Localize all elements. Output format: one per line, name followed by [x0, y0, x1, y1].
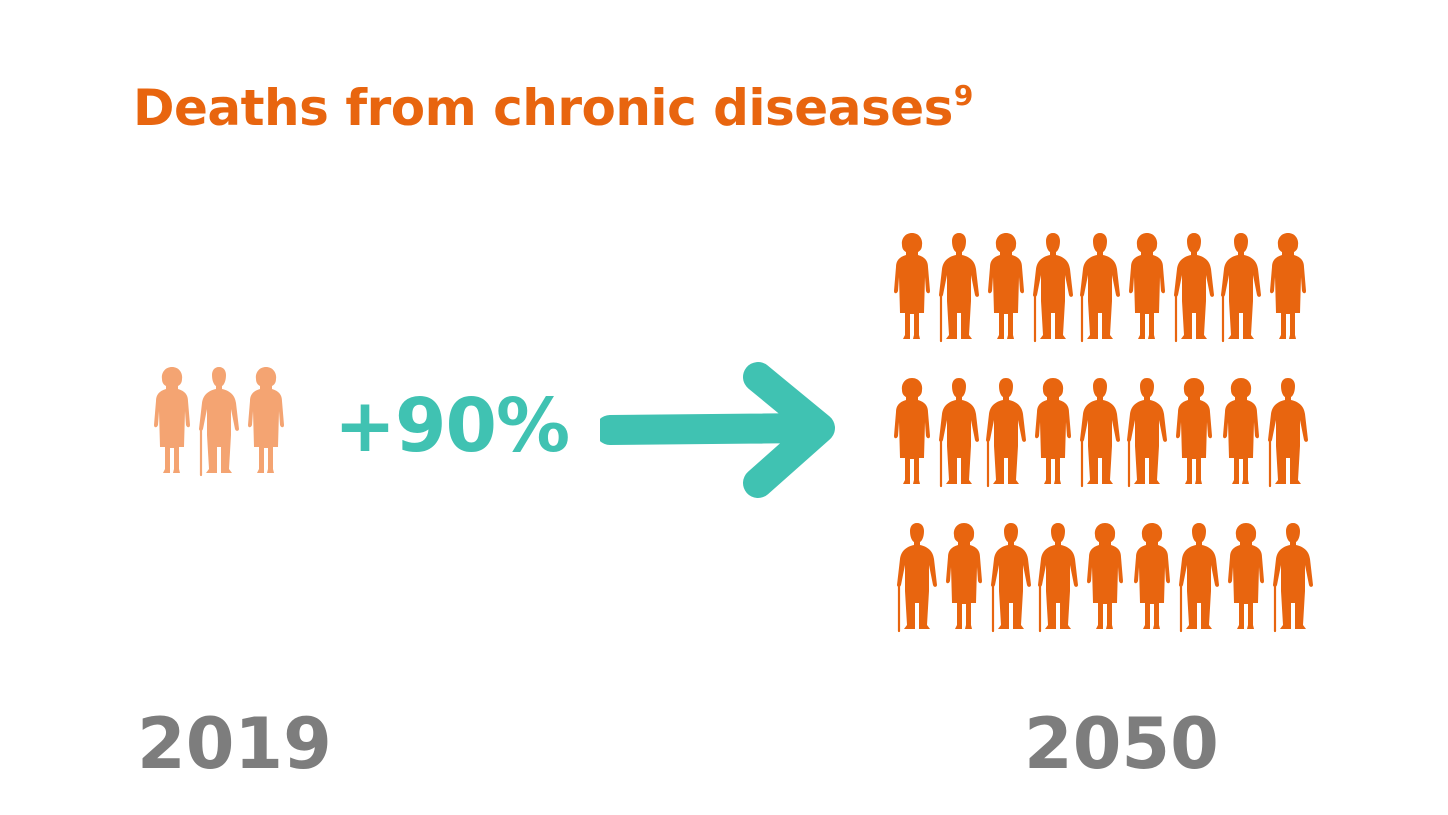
elderly-person-icon — [939, 233, 979, 343]
elderly-person-icon — [1080, 378, 1120, 488]
elderly-person-icon — [988, 233, 1024, 339]
elderly-person-icon — [1134, 523, 1170, 629]
elderly-person-icon — [1033, 233, 1073, 343]
title-text: Deaths from chronic diseases — [133, 79, 953, 137]
year-start: 2019 — [137, 703, 332, 785]
elderly-person-icon — [986, 378, 1026, 488]
elderly-person-icon — [1223, 378, 1259, 484]
arrow-right-icon — [600, 362, 835, 498]
elderly-person-icon — [1080, 233, 1120, 343]
title-footnote: 9 — [953, 79, 973, 112]
elderly-person-icon — [1129, 233, 1165, 339]
figures-2019 — [154, 367, 284, 477]
elderly-person-icon — [894, 378, 930, 484]
elderly-person-icon — [1221, 233, 1261, 343]
elderly-person-icon — [1035, 378, 1071, 484]
elderly-person-icon — [248, 367, 284, 473]
elderly-person-icon — [1179, 523, 1219, 633]
elderly-person-icon — [894, 233, 930, 339]
elderly-person-icon — [1127, 378, 1167, 488]
elderly-person-icon — [1268, 378, 1308, 488]
elderly-person-icon — [154, 367, 190, 473]
elderly-person-icon — [1176, 378, 1212, 484]
year-end: 2050 — [1024, 703, 1219, 785]
page-title: Deaths from chronic diseases9 — [133, 78, 973, 138]
figures-2050 — [894, 233, 1313, 633]
elderly-person-icon — [1038, 523, 1078, 633]
elderly-person-icon — [199, 367, 239, 477]
elderly-person-icon — [1270, 233, 1306, 339]
elderly-person-icon — [939, 378, 979, 488]
elderly-person-icon — [991, 523, 1031, 633]
change-percent: +90% — [334, 383, 570, 469]
elderly-person-icon — [1087, 523, 1123, 629]
elderly-person-icon — [1174, 233, 1214, 343]
elderly-person-icon — [897, 523, 937, 633]
elderly-person-icon — [946, 523, 982, 629]
elderly-person-icon — [1273, 523, 1313, 633]
elderly-person-icon — [1228, 523, 1264, 629]
